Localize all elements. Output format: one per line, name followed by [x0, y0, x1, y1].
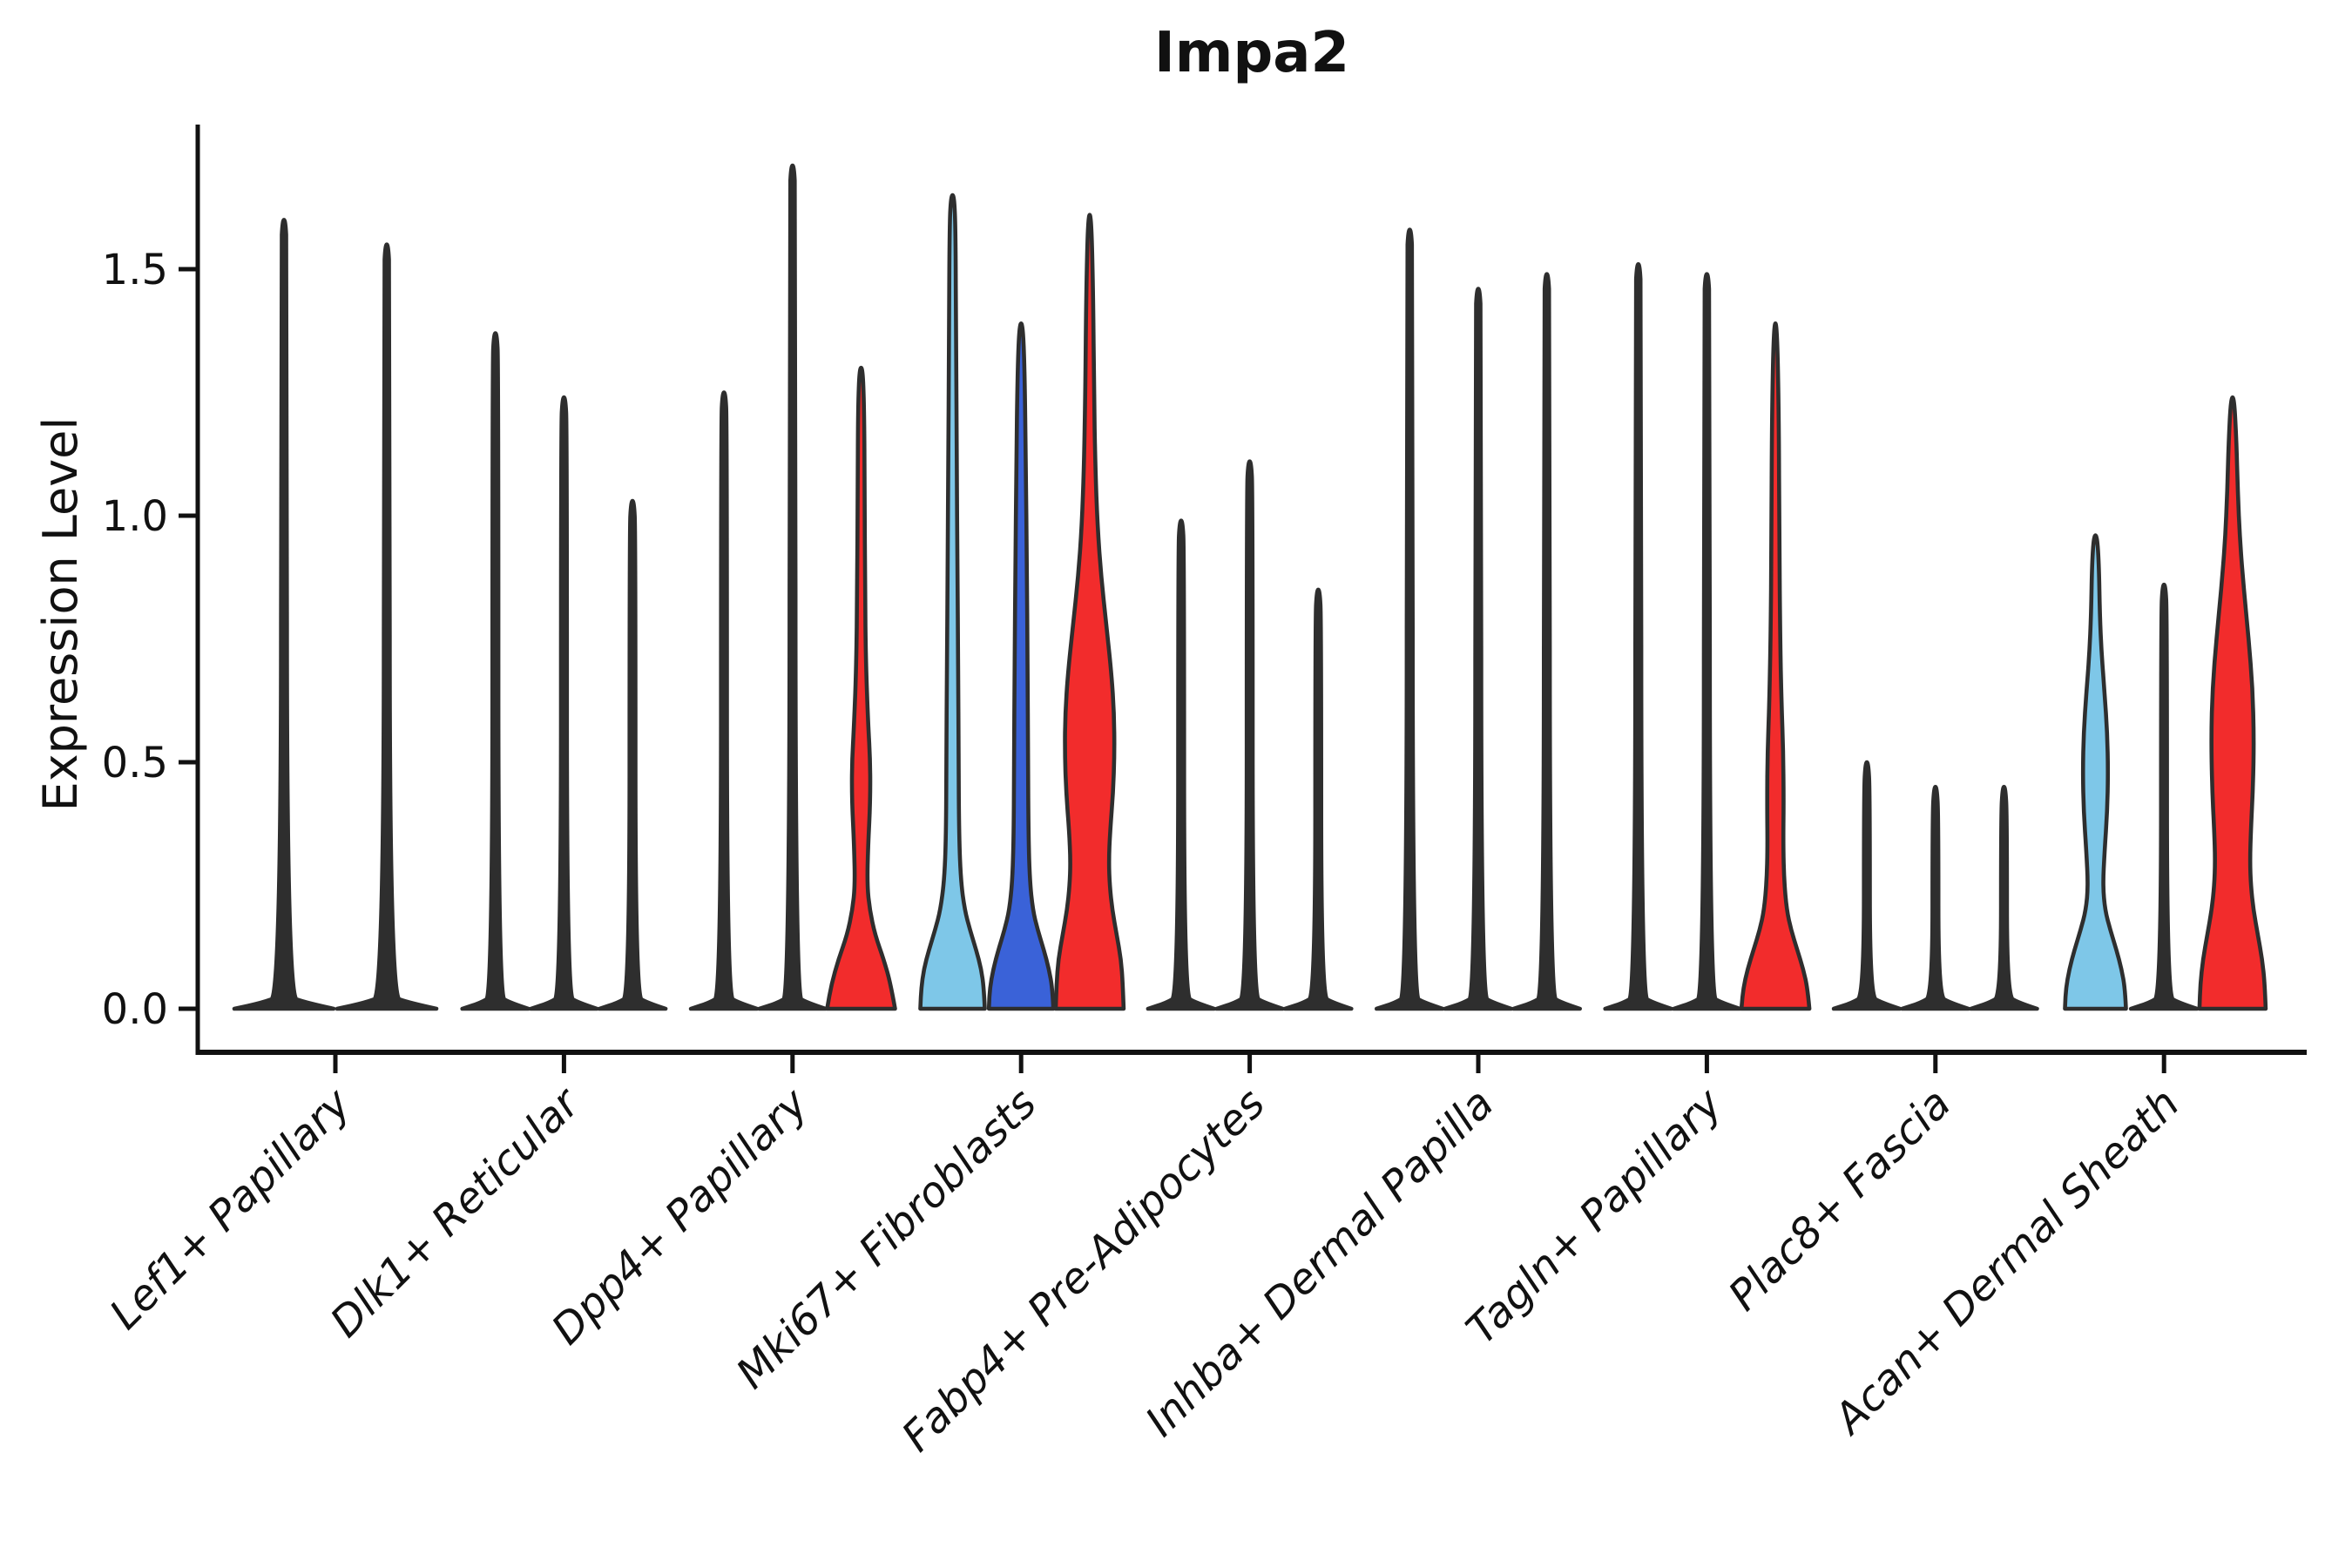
- violin-spike: [1283, 587, 1354, 1011]
- x-tick-label: Dpp4+ Papillary: [543, 1078, 818, 1354]
- y-tick-label: 0.0: [102, 985, 168, 1034]
- x-tick-label: Tagln+ Papillary: [1457, 1078, 1733, 1354]
- violin-density: [1739, 321, 1812, 1011]
- x-tick-label: Dlk1+ Reticular: [321, 1078, 591, 1348]
- violin-density: [825, 365, 897, 1011]
- violin-spike: [1831, 760, 1903, 1011]
- violin-spike: [529, 395, 599, 1011]
- violin-spike: [1900, 785, 1971, 1011]
- violin-density: [2063, 533, 2128, 1011]
- violin-spike: [1969, 785, 2039, 1011]
- violin-spike: [232, 218, 336, 1011]
- violin-spike: [2128, 582, 2200, 1011]
- y-tick-label: 0.5: [102, 739, 168, 787]
- y-axis-label: Expression Level: [33, 417, 88, 812]
- violin-density: [2197, 395, 2268, 1011]
- violin-spike: [688, 390, 760, 1011]
- y-ticks: 0.0 0.5 1.0 1.5: [102, 246, 198, 1034]
- violin-spike: [757, 163, 828, 1011]
- violin-spike: [1214, 459, 1285, 1011]
- violin-spike: [1443, 287, 1514, 1011]
- y-tick-label: 1.0: [102, 492, 168, 541]
- x-tick-label: Lef1+ Papillary: [100, 1078, 361, 1339]
- violin-spike: [1672, 272, 1742, 1011]
- violin-spike: [1603, 262, 1673, 1011]
- violin-spike: [1511, 272, 1582, 1011]
- violin-spike: [597, 498, 668, 1011]
- violin-density: [1053, 213, 1126, 1011]
- violin-spike: [460, 331, 531, 1011]
- violin-spike: [1375, 227, 1445, 1011]
- violin-density: [986, 321, 1056, 1011]
- violin-spike: [1146, 518, 1217, 1011]
- violins-layer: [232, 163, 2268, 1011]
- violin-spike: [335, 242, 439, 1011]
- x-tick-label: Plac8+ Fascia: [1720, 1079, 1961, 1321]
- x-tick-label: Fabp4+ Pre-Adipocytes: [893, 1079, 1275, 1462]
- chart-title: Impa2: [1154, 21, 1349, 85]
- violin-density: [918, 193, 987, 1011]
- y-tick-label: 1.5: [102, 246, 168, 294]
